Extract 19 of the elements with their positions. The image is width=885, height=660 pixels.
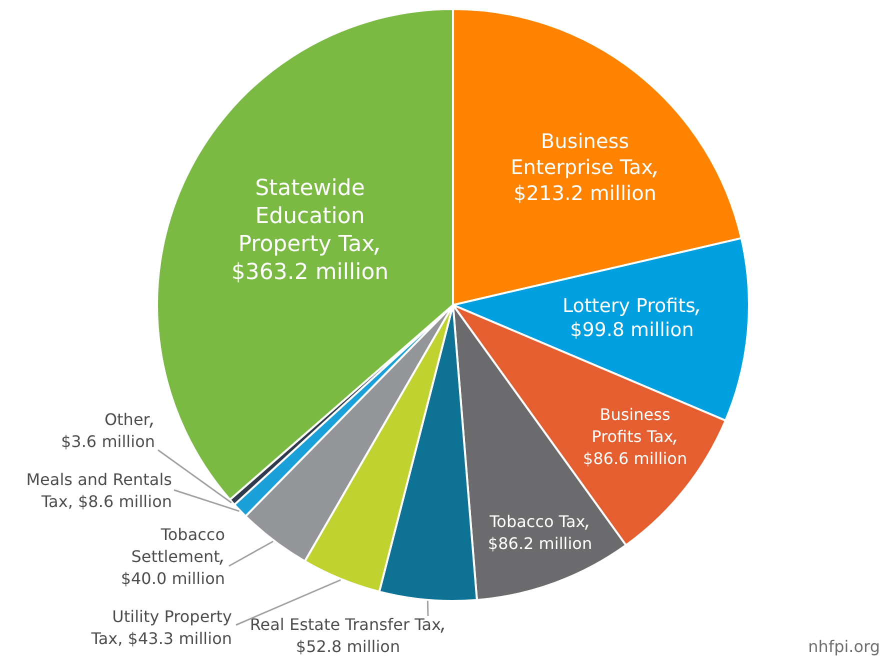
data-label: $363.2 million	[231, 260, 389, 285]
data-label: $213.2 million	[514, 181, 656, 205]
slice-label: Statewide Education Property Tax	[238, 176, 375, 257]
slice-label: Meals and Rentals Tax, $8.6 million	[26, 470, 172, 511]
slice-label: Business Enterprise Tax	[510, 129, 654, 179]
data-label: $99.8 million	[570, 319, 694, 341]
data-label: $86.2 million	[488, 534, 592, 553]
data-label: $52.8 million	[296, 637, 400, 656]
slice-label: Tobacco Settlement	[131, 525, 225, 566]
data-label: $40.0 million	[120, 569, 225, 588]
data-label: $3.6 million	[60, 432, 155, 451]
slice-label: Other	[104, 410, 150, 429]
slice-label: Business Profits Tax	[592, 405, 674, 446]
slice-label: Utility Property Tax, $43.3 million	[90, 607, 232, 648]
slice-label: Real Estate Transfer Tax	[250, 615, 442, 634]
text: nhfpi.org	[808, 637, 880, 656]
data-label: $86.6 million	[582, 449, 688, 468]
slice-label: Tobacco Tax	[488, 512, 586, 531]
slice-label: Lottery Profits	[562, 295, 696, 317]
